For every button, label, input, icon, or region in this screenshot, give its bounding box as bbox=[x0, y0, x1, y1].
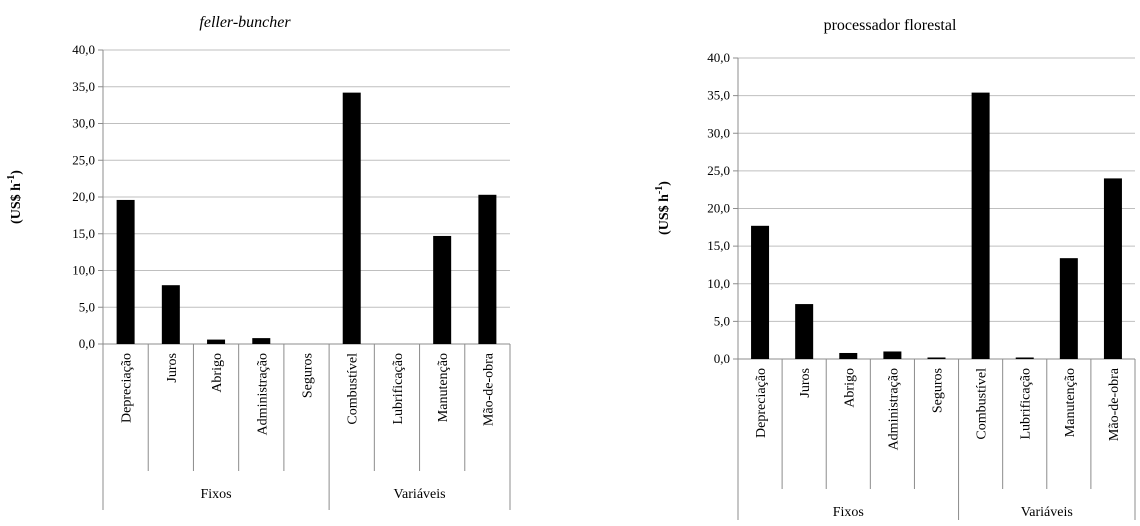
x-tick-label: Lubrificação bbox=[1019, 368, 1034, 440]
y-tick-label: 15,0 bbox=[72, 226, 95, 241]
y-axis-label: (US$ h-1) bbox=[6, 170, 24, 224]
y-tick-label: 35,0 bbox=[72, 79, 95, 94]
y-tick-label: 10,0 bbox=[72, 263, 95, 278]
x-tick-label: Mão-de-obra bbox=[1107, 367, 1122, 441]
y-tick-label: 40,0 bbox=[72, 42, 95, 57]
chart-1: feller-buncher (US$ h-1) 0,0 5,0 10,0 15,0 20,… bbox=[6, 14, 511, 510]
x-tick-label: Manutenção bbox=[436, 353, 451, 422]
chart-2: processador florestal (US$ h-1) 0,0 5,0 10,0… bbox=[654, 17, 1136, 520]
y-tick-label: 30,0 bbox=[707, 125, 730, 140]
bar bbox=[207, 339, 226, 344]
y-tick-label: 5,0 bbox=[79, 299, 95, 314]
group-label: Variáveis bbox=[1021, 505, 1073, 520]
x-tick-label: Seguros bbox=[931, 368, 946, 413]
bar bbox=[433, 235, 452, 344]
x-tick-label: Administração bbox=[886, 368, 901, 450]
chart-title: feller-buncher bbox=[199, 14, 291, 31]
x-tick-label: Juros bbox=[798, 368, 813, 398]
x-tick-label: Mão-de-obra bbox=[481, 352, 496, 426]
bar bbox=[252, 338, 271, 344]
y-tick-label: 35,0 bbox=[707, 88, 730, 103]
x-tick-label: Combustível bbox=[975, 368, 990, 440]
y-tick-label: 0,0 bbox=[714, 351, 730, 366]
x-tick-label: Abrigo bbox=[210, 353, 225, 393]
y-tick-label: 20,0 bbox=[707, 201, 730, 216]
y-tick-label: 10,0 bbox=[707, 276, 730, 291]
y-tick-label: 15,0 bbox=[707, 238, 730, 253]
bar bbox=[839, 352, 858, 359]
bar bbox=[883, 351, 902, 359]
y-tick-label: 40,0 bbox=[707, 50, 730, 65]
bar bbox=[478, 194, 497, 344]
y-axis-label: (US$ h-1) bbox=[654, 181, 672, 235]
y-tick-label: 20,0 bbox=[72, 189, 95, 204]
x-tick-label: Administração bbox=[255, 353, 270, 435]
bar bbox=[795, 304, 814, 359]
y-tick-label: 0,0 bbox=[79, 336, 95, 351]
y-tick-label: 25,0 bbox=[72, 152, 95, 167]
bar bbox=[161, 285, 180, 344]
bar bbox=[1059, 258, 1078, 359]
bar bbox=[342, 92, 361, 344]
x-tick-label: Depreciação bbox=[754, 368, 769, 438]
y-tick-label: 30,0 bbox=[72, 116, 95, 131]
y-tick-label: 25,0 bbox=[707, 163, 730, 178]
group-label: Fixos bbox=[833, 505, 864, 520]
x-tick-label: Combustível bbox=[346, 353, 361, 425]
bar bbox=[971, 92, 990, 360]
x-tick-label: Juros bbox=[165, 353, 180, 383]
bar bbox=[1103, 178, 1122, 359]
bar bbox=[1015, 357, 1034, 359]
x-tick-label: Manutenção bbox=[1063, 368, 1078, 437]
y-tick-label: 5,0 bbox=[714, 313, 730, 328]
chart-title: processador florestal bbox=[824, 17, 957, 34]
x-tick-label: Abrigo bbox=[842, 368, 857, 408]
group-label: Variáveis bbox=[394, 487, 446, 502]
bar bbox=[927, 357, 946, 359]
x-tick-label: Lubrificação bbox=[391, 353, 406, 425]
group-label: Fixos bbox=[200, 487, 231, 502]
bar bbox=[116, 199, 135, 344]
bar bbox=[751, 225, 770, 359]
x-tick-label: Seguros bbox=[301, 353, 316, 398]
x-tick-label: Depreciação bbox=[120, 353, 135, 423]
